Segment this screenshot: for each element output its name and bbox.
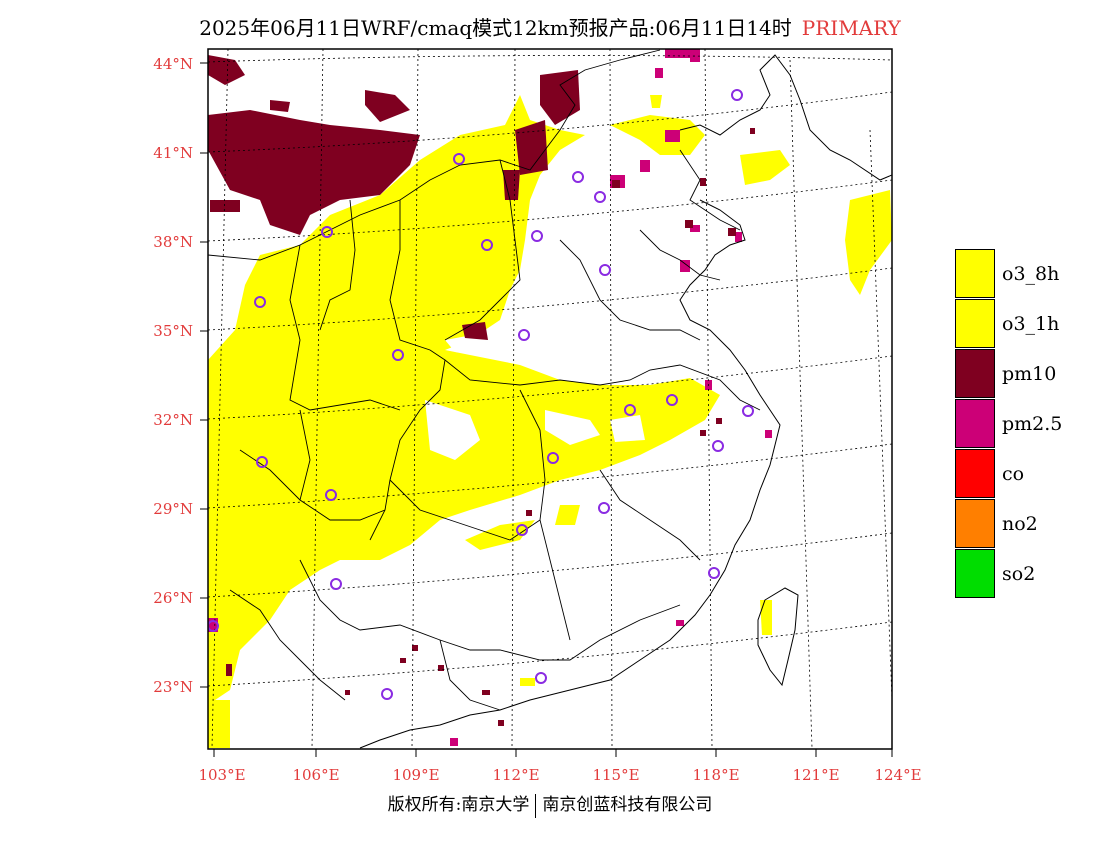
- footer-divider: [535, 793, 537, 818]
- map-title: 2025年06月11日WRF/cmaq模式12km预报产品:06月11日14时 P…: [0, 12, 1100, 41]
- lon-label-112: 112°E: [492, 766, 540, 784]
- lon-label-106: 106°E: [292, 766, 340, 784]
- lat-label-32: 32°N: [153, 411, 193, 429]
- copyright-right: 南京创蓝科技有限公司: [542, 795, 713, 815]
- coastline: [359, 54, 892, 749]
- lat-label-35: 35°N: [153, 322, 193, 340]
- station-markers: [208, 89, 754, 700]
- lon-label-118: 118°E: [692, 766, 740, 784]
- map-frame: [207, 48, 893, 750]
- pm10-area: [208, 55, 580, 340]
- o3-gaps: [425, 330, 645, 460]
- lon-label-115: 115°E: [592, 766, 640, 784]
- lon-label-103: 103°E: [198, 766, 246, 784]
- lat-label-26: 26°N: [153, 589, 193, 607]
- province-boundaries: [208, 49, 761, 711]
- legend-item-o3-8h: o3_8h: [955, 249, 1059, 299]
- legend-swatch: [955, 349, 995, 398]
- legend-swatch: [955, 249, 995, 298]
- legend-item-so2: so2: [955, 549, 1035, 599]
- legend-label: o3_1h: [1002, 313, 1060, 335]
- lat-label-23: 23°N: [153, 678, 193, 696]
- legend-swatch: [955, 549, 995, 598]
- axis-ticks: [200, 62, 893, 757]
- legend-item-o3-1h: o3_1h: [955, 299, 1059, 349]
- legend-label: so2: [1002, 563, 1036, 585]
- legend-swatch: [955, 449, 995, 498]
- lon-label-109: 109°E: [392, 766, 440, 784]
- legend-swatch: [955, 299, 995, 348]
- copyright-left: 版权所有:南京大学: [387, 795, 530, 815]
- graticule: [208, 49, 892, 749]
- o3-area: [208, 95, 892, 748]
- legend-item-no2: no2: [955, 499, 1038, 549]
- lon-label-121: 121°E: [792, 766, 840, 784]
- title-text: 2025年06月11日WRF/cmaq模式12km预报产品:06月11日14时: [199, 16, 792, 40]
- lat-label-38: 38°N: [153, 233, 193, 251]
- lon-label-124: 124°E: [874, 766, 922, 784]
- legend-label: pm10: [1002, 363, 1057, 385]
- legend-item-pm25: pm2.5: [955, 399, 1062, 449]
- legend-swatch: [955, 499, 995, 548]
- map-content: [208, 49, 892, 749]
- legend-item-co: co: [955, 449, 1025, 499]
- legend: o3_8h o3_1h pm10 pm2.5 co no2 so2: [955, 249, 1062, 599]
- pm10-dots: [226, 128, 755, 726]
- legend-label: co: [1002, 463, 1025, 485]
- lat-label-29: 29°N: [153, 500, 193, 518]
- copyright-footer: 版权所有:南京大学 南京创蓝科技有限公司: [0, 790, 1100, 818]
- lat-label-44: 44°N: [153, 55, 193, 73]
- legend-label: no2: [1002, 513, 1038, 535]
- title-tag: PRIMARY: [801, 16, 901, 40]
- legend-swatch: [955, 399, 995, 448]
- lat-label-41: 41°N: [153, 144, 193, 162]
- legend-label: o3_8h: [1002, 263, 1060, 285]
- legend-item-pm10: pm10: [955, 349, 1056, 399]
- legend-label: pm2.5: [1002, 413, 1063, 435]
